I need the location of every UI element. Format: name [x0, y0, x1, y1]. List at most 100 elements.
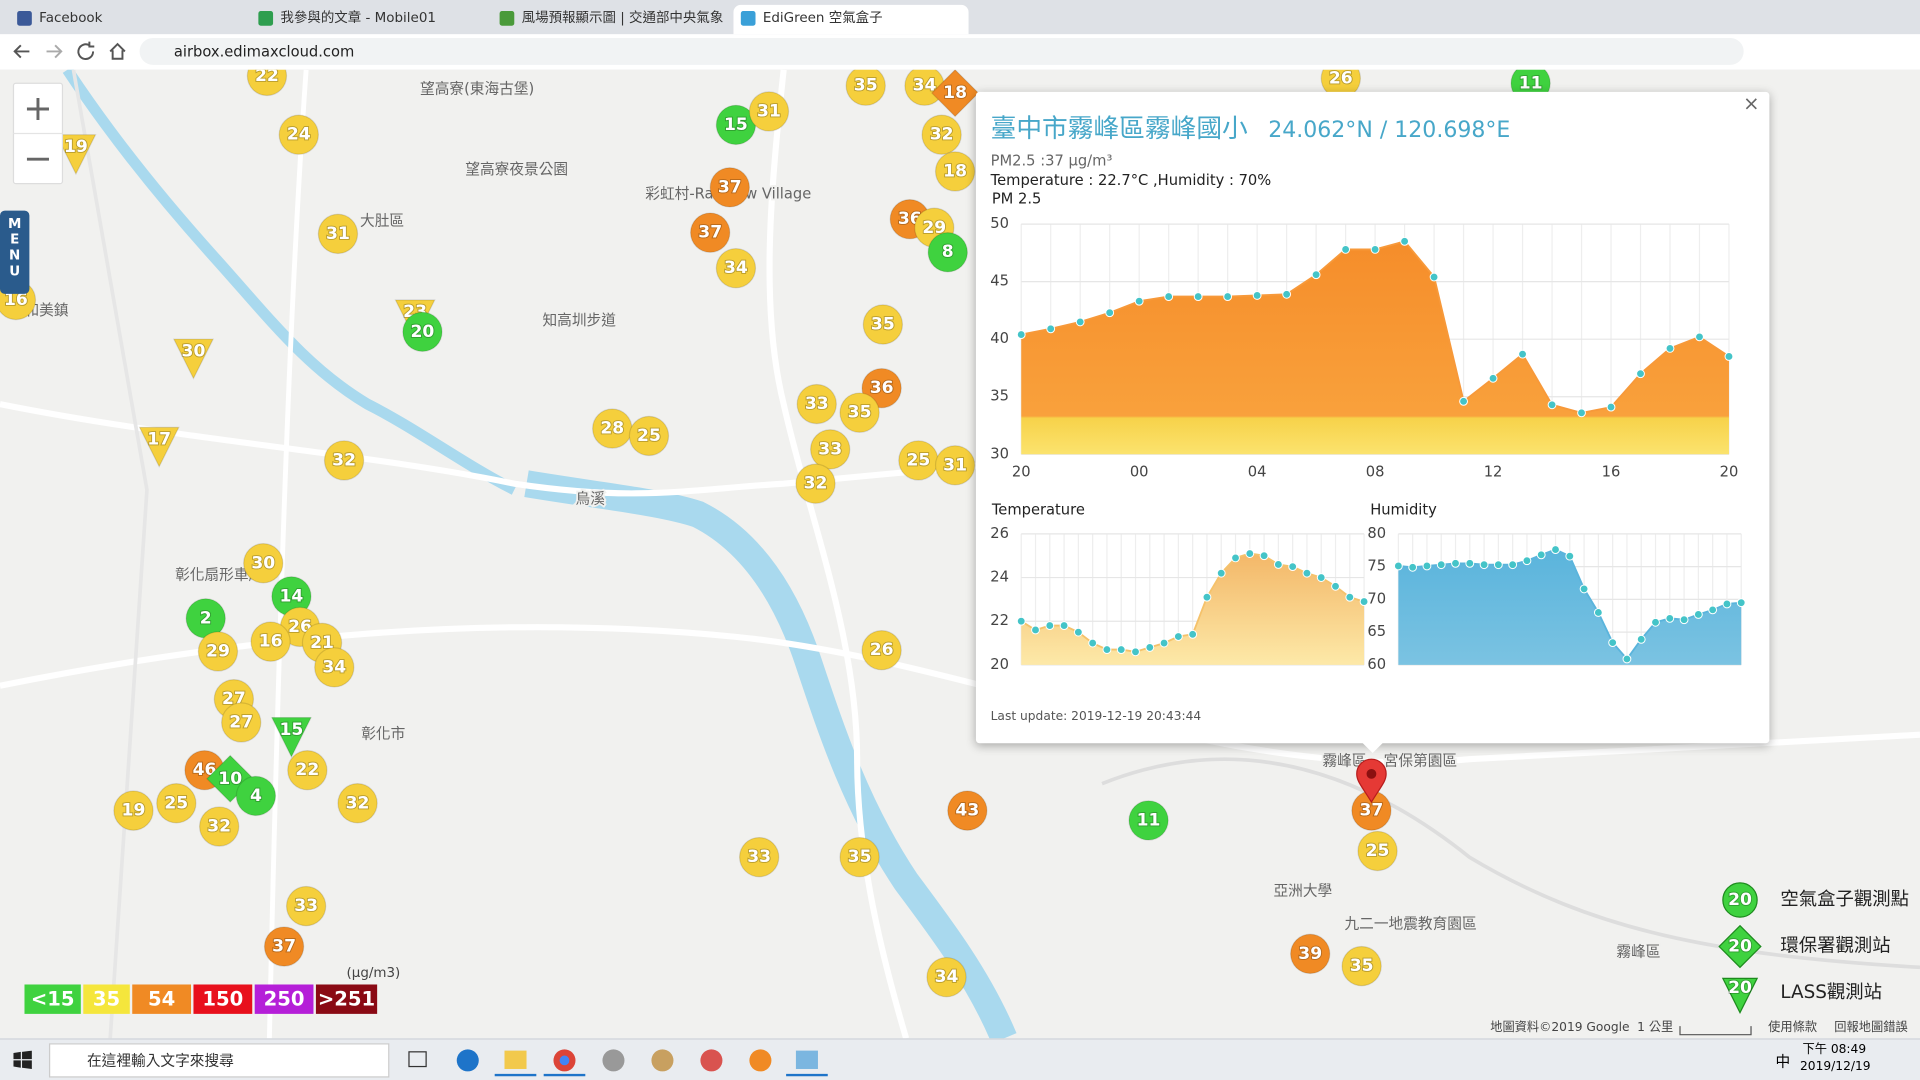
marker-value: 26	[1329, 70, 1353, 89]
popup-charts: PM 2.5 30 35 40 45 50 20 00 04 08 12 16 20 Temperatur…	[990, 191, 1746, 673]
sensor-marker[interactable]: 18	[934, 151, 976, 192]
sensor-marker[interactable]: 35	[862, 304, 904, 345]
marker-circle	[1128, 800, 1169, 841]
sensor-marker[interactable]: 17	[138, 426, 180, 468]
sensor-marker[interactable]: 30	[243, 543, 284, 584]
data-point	[1145, 643, 1155, 652]
sensor-marker[interactable]: 2	[185, 598, 226, 639]
browser-tab[interactable]: EdiGreen 空氣盒子	[733, 4, 969, 35]
place-label: 彰化市	[361, 725, 405, 743]
sensor-marker[interactable]: 19	[113, 790, 154, 831]
start-button[interactable]	[12, 1050, 34, 1071]
browser-tab[interactable]: 風場預報顯示圖 | 交通部中央氣象	[492, 5, 727, 34]
sensor-marker[interactable]: 26	[861, 630, 902, 671]
marker-circle	[113, 790, 154, 831]
data-point	[1651, 617, 1660, 627]
pm-reading: PM2.5 :37 μg/m³	[990, 151, 1113, 169]
search-box[interactable]: 在這裡輸入文字來搜尋	[48, 1043, 390, 1078]
place-label: 烏溪	[576, 491, 605, 508]
sensor-marker[interactable]: 34	[715, 247, 757, 289]
marker-circle	[934, 445, 976, 486]
url-field[interactable]: airbox.edimaxcloud.com	[139, 37, 1744, 65]
area-fill	[1398, 549, 1742, 665]
marker-value: 11	[1519, 73, 1543, 93]
sensor-marker[interactable]: 37	[1351, 790, 1392, 831]
sensor-marker[interactable]: 33	[285, 885, 327, 927]
marker-value: 26	[870, 640, 894, 660]
sensor-marker[interactable]: 4	[235, 775, 277, 817]
legend-label: 54	[148, 988, 175, 1011]
sensor-marker[interactable]: 32	[921, 114, 962, 155]
place-label: 大肚區	[360, 213, 404, 230]
sensor-marker[interactable]: 32	[323, 440, 365, 481]
sensor-marker[interactable]: 22	[287, 750, 328, 791]
sensor-marker[interactable]: 31	[317, 213, 359, 255]
marker-value: 2	[200, 608, 212, 628]
browser-tab[interactable]: Facebook	[10, 5, 245, 34]
marker-circle	[323, 440, 365, 481]
sensor-marker[interactable]: 33	[810, 429, 851, 470]
data-point	[1016, 330, 1026, 339]
marker-circle	[926, 956, 967, 998]
sensor-marker[interactable]: 29	[197, 631, 239, 672]
data-point	[1579, 584, 1589, 594]
sensor-marker[interactable]: 31	[748, 91, 790, 132]
sensor-marker[interactable]: 14	[271, 576, 312, 617]
data-point	[1429, 272, 1439, 282]
sensor-marker[interactable]: 25	[628, 415, 670, 457]
data-point	[1164, 292, 1174, 302]
sensor-marker[interactable]: 15	[270, 716, 313, 759]
sensor-marker[interactable]: 24	[278, 114, 319, 155]
sensor-marker[interactable]: 35	[845, 69, 886, 106]
sensor-marker[interactable]: 37	[263, 926, 305, 967]
sensor-marker[interactable]: 18	[930, 69, 980, 118]
marker-circle	[263, 926, 305, 967]
nav-buttons[interactable]	[0, 34, 137, 70]
sensor-marker[interactable]: 34	[926, 956, 967, 998]
y-tick-label: 24	[990, 569, 1009, 586]
sensor-marker[interactable]: 27	[221, 702, 262, 743]
sensor-marker[interactable]: 34	[314, 647, 355, 688]
sensor-marker[interactable]: 35	[839, 836, 880, 878]
sensor-marker[interactable]: 22	[246, 69, 288, 97]
sensor-marker[interactable]: 28	[592, 408, 633, 449]
sensor-marker[interactable]: 43	[947, 790, 988, 831]
browser-tab[interactable]: 我參與的文章 - Mobile01	[251, 5, 486, 34]
sensor-marker[interactable]: 25	[898, 440, 939, 481]
sensor-marker[interactable]: 30	[172, 338, 215, 380]
ime-indicator[interactable]: 中	[1775, 1053, 1791, 1071]
data-point	[1231, 553, 1240, 563]
sensor-marker[interactable]: 37	[690, 212, 731, 253]
sensor-marker[interactable]: 35	[839, 392, 880, 433]
taskbar-apps[interactable]	[404, 1044, 845, 1077]
sensor-marker[interactable]: 19	[55, 134, 97, 176]
tab-title: EdiGreen 空氣盒子	[762, 9, 883, 26]
sensor-marker[interactable]: 35	[1341, 945, 1382, 987]
sensor-marker[interactable]: 11	[1128, 800, 1169, 841]
marker-circle	[861, 630, 902, 671]
sensor-marker[interactable]: 20	[402, 311, 443, 353]
close-button[interactable]: ×	[1743, 91, 1760, 116]
sensor-marker[interactable]: 25	[156, 783, 197, 824]
zoom-control[interactable]	[12, 82, 64, 185]
sensor-marker[interactable]: 25	[1357, 830, 1398, 872]
marker-value: 4	[250, 786, 262, 806]
sensor-marker[interactable]: 33	[738, 836, 780, 878]
legend-label: 250	[264, 988, 305, 1011]
sensor-marker[interactable]: 32	[795, 463, 836, 504]
sensor-marker[interactable]: 39	[1290, 933, 1331, 975]
sensor-marker[interactable]: 37	[709, 167, 751, 208]
sensor-marker[interactable]: 16	[250, 621, 291, 662]
data-point	[1216, 568, 1226, 578]
sensor-marker[interactable]: 34	[904, 69, 945, 106]
sensor-marker[interactable]: 32	[337, 783, 378, 824]
sensor-marker[interactable]: 32	[198, 806, 240, 847]
marker-circle	[839, 836, 880, 878]
legend-swatch	[24, 984, 81, 1014]
sensor-marker[interactable]: 8	[927, 232, 968, 273]
sensor-marker[interactable]: 33	[796, 383, 837, 425]
sensor-marker[interactable]: 31	[934, 445, 976, 486]
clock[interactable]: 下午 08:49 2019/12/19	[1800, 1042, 1871, 1076]
sensor-marker[interactable]: 15	[715, 104, 757, 146]
